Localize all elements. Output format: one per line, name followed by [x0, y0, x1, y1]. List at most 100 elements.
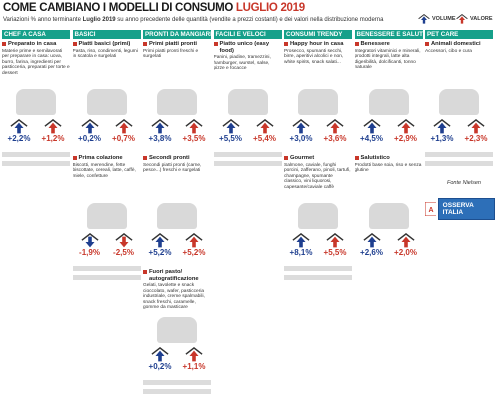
- roof: [185, 119, 203, 127]
- indicator: +3,6%: [320, 119, 350, 143]
- title: COME CAMBIANO I MODELLI DI CONSUMO LUGLI…: [3, 2, 305, 14]
- indicators: +1,3% +2,3%: [425, 119, 493, 143]
- column-header: BENESSERE E SALUTE: [354, 30, 423, 39]
- indicators: +5,2% +5,2%: [143, 233, 211, 257]
- card-title: Fuori pasto/ autogratificazione: [143, 269, 211, 282]
- card: Fuori pasto/ autogratificazione Gelati, t…: [143, 269, 211, 379]
- house-icon: [80, 119, 99, 134]
- roof: [362, 119, 381, 127]
- arrow: [226, 122, 235, 134]
- card: Piatti basici (primi) Pasta, riso, condim…: [73, 41, 141, 151]
- value-label: +3,5%: [182, 134, 206, 144]
- house-icon: [418, 14, 430, 24]
- card-description: Secondi piatti pronti (carne, pesce...) …: [143, 162, 202, 174]
- value-label: +3,6%: [323, 134, 347, 144]
- indicator: -1,9%: [75, 233, 105, 257]
- card-image: [439, 89, 479, 115]
- roof: [185, 347, 203, 355]
- logo-box: A OSSERVA ITALIA: [425, 198, 495, 220]
- card-image: [227, 89, 268, 115]
- card-title-text: Piatto unico (easy food): [219, 41, 270, 54]
- value-label: +0,2%: [78, 134, 101, 144]
- indicator: +5,2%: [145, 233, 175, 257]
- value-label: +1,1%: [182, 362, 206, 372]
- arrow: [296, 236, 306, 248]
- card-image: [157, 203, 197, 229]
- arrow: [85, 122, 94, 134]
- roof: [185, 233, 203, 241]
- card-image: [368, 89, 409, 115]
- stripe: [72, 266, 141, 271]
- card-image: [86, 203, 127, 229]
- house-icon: [396, 233, 415, 248]
- indicators: +0,2% +1,1%: [143, 347, 211, 371]
- value-label: +2,3%: [464, 134, 488, 144]
- arrow: [85, 236, 94, 248]
- indicator: +1,2%: [38, 119, 68, 143]
- value-label: +3,0%: [289, 134, 313, 144]
- card-title: Primi piatti pronti: [143, 41, 211, 48]
- card-title: Prima colazione: [73, 155, 141, 162]
- column-header: PRONTI DA MANGIARE: [143, 30, 211, 39]
- indicators: +2,2% +1,2%: [2, 119, 70, 143]
- value-label: +5,4%: [253, 134, 276, 144]
- arrow: [155, 350, 165, 362]
- indicators: +5,5% +5,4%: [214, 119, 282, 143]
- arrow: [296, 122, 306, 134]
- card-image: [16, 89, 56, 115]
- card-title-text: Piatti basici (primi): [78, 41, 131, 47]
- card-title-text: Primi piatti pronti: [149, 41, 197, 47]
- card-description: Prodotti base soia, riso e senza glutine: [354, 162, 422, 174]
- card-title-text: Secondi pronti: [149, 155, 190, 161]
- roof: [418, 14, 430, 20]
- value-label: +5,2%: [148, 248, 172, 258]
- arrow: [119, 236, 128, 248]
- roof: [10, 119, 28, 127]
- card-title: Piatto unico (easy food): [214, 41, 282, 54]
- indicators: +4,5% +2,9%: [355, 119, 423, 143]
- stripe: [143, 380, 211, 385]
- value-label: +8,1%: [289, 248, 313, 258]
- arrow: [119, 122, 128, 134]
- arrow: [437, 122, 447, 134]
- card: Benessere Integratori vitaminici e minera…: [355, 41, 423, 151]
- indicators: +0,2% +0,7%: [73, 119, 141, 143]
- house-icon: [151, 119, 169, 134]
- house-icon: [221, 119, 240, 134]
- value-label: +5,5%: [323, 248, 347, 258]
- roof: [292, 119, 310, 127]
- subtitle-text: su anno precedente delle quantità (vendi…: [115, 17, 384, 23]
- stripe: [425, 152, 493, 157]
- legend-item: VOLUME: [418, 14, 456, 24]
- arrow: [260, 122, 269, 134]
- roof: [433, 119, 451, 127]
- card-title: Preparato in casa: [2, 41, 70, 48]
- roof: [151, 119, 169, 127]
- title-highlight: LUGLIO 2019: [235, 2, 305, 14]
- roof: [80, 119, 99, 127]
- indicator: +0,2%: [145, 347, 175, 371]
- value-label: +4,5%: [360, 134, 383, 144]
- card-description: Accessori, cibo e cura: [425, 48, 472, 54]
- house-icon: [326, 119, 344, 134]
- indicator: -2,5%: [109, 233, 139, 257]
- roof: [151, 347, 169, 355]
- indicators: +3,8% +3,5%: [143, 119, 211, 143]
- subtitle-text: Variazioni % anno terminante: [3, 17, 83, 23]
- logo-mark: A: [425, 202, 436, 216]
- arrow: [155, 236, 165, 248]
- house-icon: [362, 233, 381, 248]
- house-icon: [362, 119, 381, 134]
- card-description: Integratori vitaminici e minerali, prodo…: [354, 48, 421, 71]
- indicators: -1,9% -2,5%: [73, 233, 141, 257]
- indicator: +2,3%: [461, 119, 491, 143]
- card-title: Gourmet: [284, 155, 352, 162]
- indicator: +3,5%: [179, 119, 209, 143]
- indicator: +5,4%: [250, 119, 280, 143]
- roof: [396, 233, 415, 241]
- arrow: [14, 122, 24, 134]
- card-description: Gelati, tavolette e snack cioccolato, wa…: [143, 283, 205, 311]
- roof: [456, 14, 468, 20]
- card: Prima colazione Biscotti, merendine, fett…: [73, 155, 141, 265]
- subtitle: Variazioni % anno terminante Luglio 2019…: [3, 17, 423, 23]
